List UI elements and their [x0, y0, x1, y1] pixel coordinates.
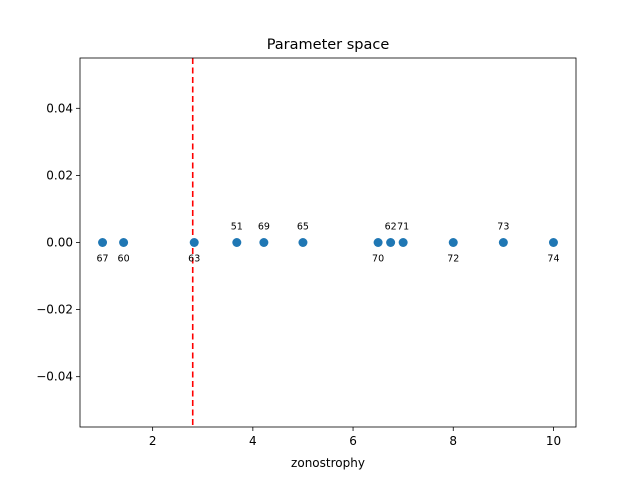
data-point	[373, 238, 383, 247]
point-label: 74	[547, 254, 559, 265]
data-point	[548, 238, 558, 247]
data-point	[98, 238, 108, 247]
data-point	[386, 238, 396, 247]
data-point	[189, 238, 199, 247]
point-label: 62	[385, 222, 397, 233]
data-point	[398, 238, 408, 247]
plot-area: 2 4 6 8 10 0.04 0.02 0.00 −0.02 −0.04 67 60 63 51 69 65…	[36, 57, 577, 448]
y-tick-label: −0.02	[36, 303, 73, 317]
data-point	[498, 238, 508, 247]
x-tick-label: 10	[546, 434, 561, 448]
point-label: 67	[96, 254, 108, 265]
point-label: 63	[188, 254, 200, 265]
data-point	[119, 238, 129, 247]
point-label: 73	[497, 222, 509, 233]
plot-frame	[79, 57, 577, 428]
point-label: 51	[231, 222, 243, 233]
point-label: 69	[258, 222, 270, 233]
data-point	[232, 238, 242, 247]
chart-title: Parameter space	[267, 37, 390, 53]
x-tick-label: 6	[349, 434, 357, 448]
x-tick-label: 4	[249, 434, 257, 448]
y-tick-label: 0.00	[46, 236, 73, 250]
data-point	[448, 238, 458, 247]
point-label: 70	[372, 254, 384, 265]
point-label: 71	[397, 222, 409, 233]
point-label: 60	[118, 254, 130, 265]
x-axis-label: zonostrophy	[291, 456, 365, 470]
x-tick-label: 8	[449, 434, 457, 448]
point-label: 72	[447, 254, 459, 265]
x-tick-label: 2	[149, 434, 157, 448]
point-label: 65	[297, 222, 309, 233]
y-tick-label: 0.02	[46, 168, 73, 182]
data-point	[298, 238, 308, 247]
y-tick-label: −0.04	[36, 370, 73, 384]
data-point	[259, 238, 269, 247]
y-tick-label: 0.04	[46, 101, 73, 115]
